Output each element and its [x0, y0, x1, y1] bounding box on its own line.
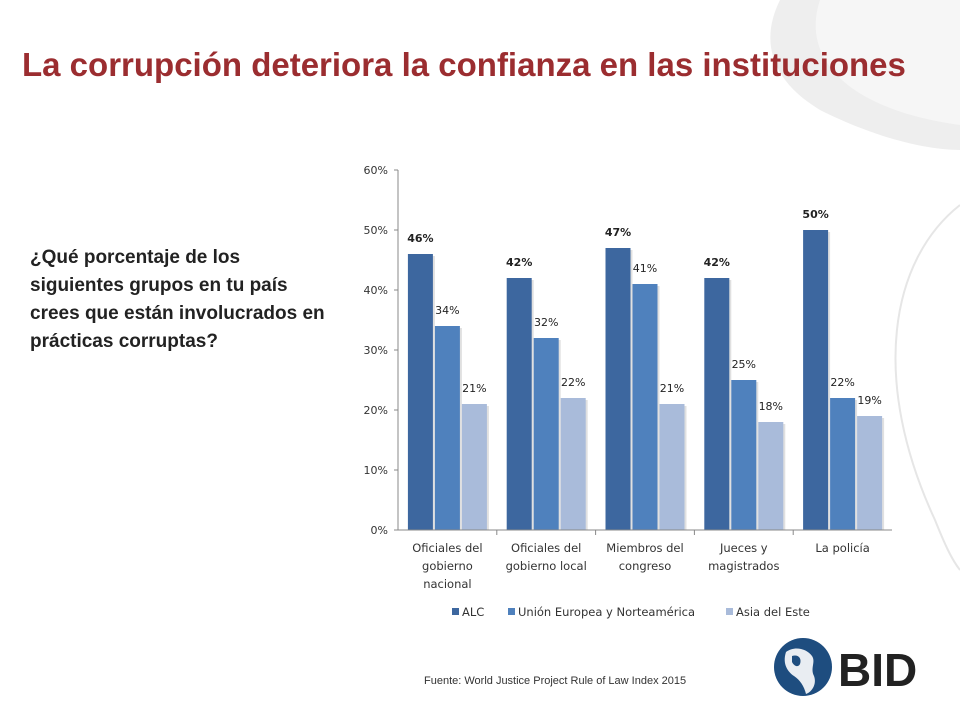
- bar: [659, 404, 685, 530]
- bar-value-label: 21%: [660, 382, 684, 395]
- x-tick-label: Jueces y: [719, 541, 768, 555]
- legend-swatch: [508, 608, 515, 615]
- x-tick-label: Oficiales del: [511, 541, 581, 555]
- bar-value-label: 19%: [857, 394, 881, 407]
- x-tick-label: Oficiales del: [412, 541, 482, 555]
- y-tick-label: 0%: [371, 524, 388, 537]
- source-note: Fuente: World Justice Project Rule of La…: [424, 675, 687, 687]
- bar: [731, 380, 757, 530]
- bar: [830, 398, 856, 530]
- bar-value-label: 18%: [759, 400, 783, 413]
- bar-value-label: 46%: [407, 232, 433, 245]
- bar: [605, 248, 631, 530]
- bar: [758, 422, 784, 530]
- bar-value-label: 32%: [534, 316, 558, 329]
- bar: [704, 278, 730, 530]
- survey-question: ¿Qué porcentaje de los siguientes grupos…: [30, 247, 325, 352]
- y-tick-label: 50%: [364, 224, 388, 237]
- y-tick-label: 20%: [364, 404, 388, 417]
- bar-chart: 0%10%20%30%40%50%60% 46%34%21%42%32%22%4…: [364, 164, 892, 619]
- bar: [407, 254, 433, 530]
- bar-value-label: 42%: [704, 256, 730, 269]
- legend-swatch: [726, 608, 733, 615]
- bar: [632, 284, 658, 530]
- y-tick-label: 10%: [364, 464, 388, 477]
- x-tick-label: Miembros del: [606, 541, 683, 555]
- legend-label: Unión Europea y Norteamérica: [518, 605, 695, 619]
- y-tick-label: 60%: [364, 164, 388, 177]
- y-tick-label: 30%: [364, 344, 388, 357]
- bar-value-label: 22%: [830, 376, 854, 389]
- x-tick-label: congreso: [619, 559, 672, 573]
- x-tick-label: La policía: [815, 541, 869, 555]
- x-tick-label: magistrados: [708, 559, 779, 573]
- x-tick-label: gobierno: [422, 559, 473, 573]
- x-axis: Oficiales del gobierno nacional Oficiales d…: [398, 529, 892, 591]
- legend-swatch: [452, 608, 459, 615]
- bar: [506, 278, 532, 530]
- bar: [461, 404, 487, 530]
- bar-value-label: 47%: [605, 226, 631, 239]
- bar-value-label: 34%: [435, 304, 459, 317]
- bar-value-label: 50%: [802, 208, 828, 221]
- x-tick-label: nacional: [423, 577, 471, 591]
- bar: [857, 416, 883, 530]
- bar-value-label: 25%: [732, 358, 756, 371]
- y-axis: 0% 10% 20% 30% 40% 50% 60%: [364, 164, 399, 537]
- slide-title: La corrupción deteriora la confianza en …: [22, 46, 906, 83]
- x-tick-label: gobierno local: [506, 559, 587, 573]
- data-labels: 46% 34% 21% 42% 32% 22% 47% 41% 21% 42% 25% 18% 50% 2…: [407, 208, 882, 413]
- bar: [803, 230, 829, 530]
- bar: [560, 398, 586, 530]
- bar-value-label: 42%: [506, 256, 532, 269]
- legend-label: Asia del Este: [736, 605, 810, 619]
- bid-logo: BID: [774, 638, 917, 696]
- bar: [533, 338, 559, 530]
- legend-label: ALC: [462, 605, 484, 619]
- logo-text: BID: [838, 644, 917, 696]
- y-tick-label: 40%: [364, 284, 388, 297]
- bar-value-label: 21%: [462, 382, 486, 395]
- bars: [407, 230, 885, 530]
- bar-value-label: 22%: [561, 376, 585, 389]
- bar: [434, 326, 460, 530]
- legend: ALC Unión Europea y Norteamérica Asia del …: [452, 605, 810, 619]
- bar-value-label: 41%: [633, 262, 657, 275]
